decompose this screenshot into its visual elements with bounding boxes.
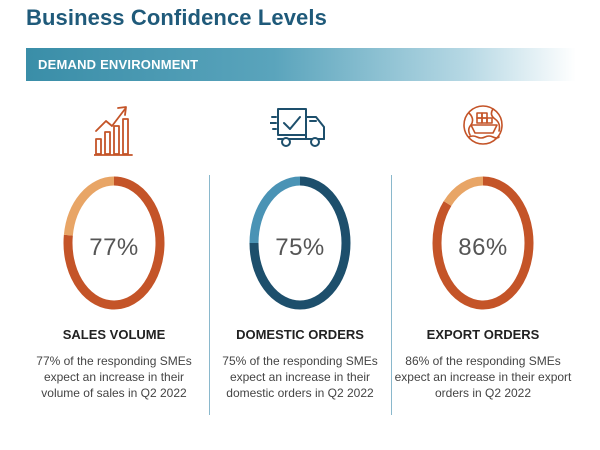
page-title: Business Confidence Levels [26, 5, 327, 30]
section-banner-label: DEMAND ENVIRONMENT [38, 57, 199, 72]
metric-title: EXPORT ORDERS [426, 327, 540, 342]
donut-chart [432, 176, 534, 310]
metric-title: SALES VOLUME [62, 327, 166, 342]
donut-segment-remainder [63, 176, 115, 236]
donut-segment-remainder [249, 176, 301, 244]
section-banner: DEMAND ENVIRONMENT [26, 48, 576, 81]
chart-value-label: 77% [89, 234, 139, 261]
donut-segment-value [63, 176, 165, 310]
chart-value-label: 86% [458, 234, 508, 261]
delivery-truck-icon [205, 95, 395, 159]
donut-segment-value [432, 176, 534, 310]
column-divider [209, 175, 210, 415]
metric-description: 77% of the responding SMEs expect an inc… [36, 354, 192, 400]
donut-segment-value [249, 176, 351, 310]
bar-growth-icon [19, 95, 209, 159]
column-divider [391, 175, 392, 415]
cargo-ship-globe-icon [388, 95, 578, 159]
donut-segment-remainder [443, 176, 484, 206]
metric-description: 86% of the responding SMEs expect an inc… [394, 354, 572, 400]
metric-title: DOMESTIC ORDERS [236, 327, 364, 342]
chart-value-label: 75% [275, 234, 325, 261]
donut-chart [249, 176, 351, 310]
metric-description: 75% of the responding SMEs expect an inc… [222, 354, 378, 400]
donut-chart [63, 176, 165, 310]
